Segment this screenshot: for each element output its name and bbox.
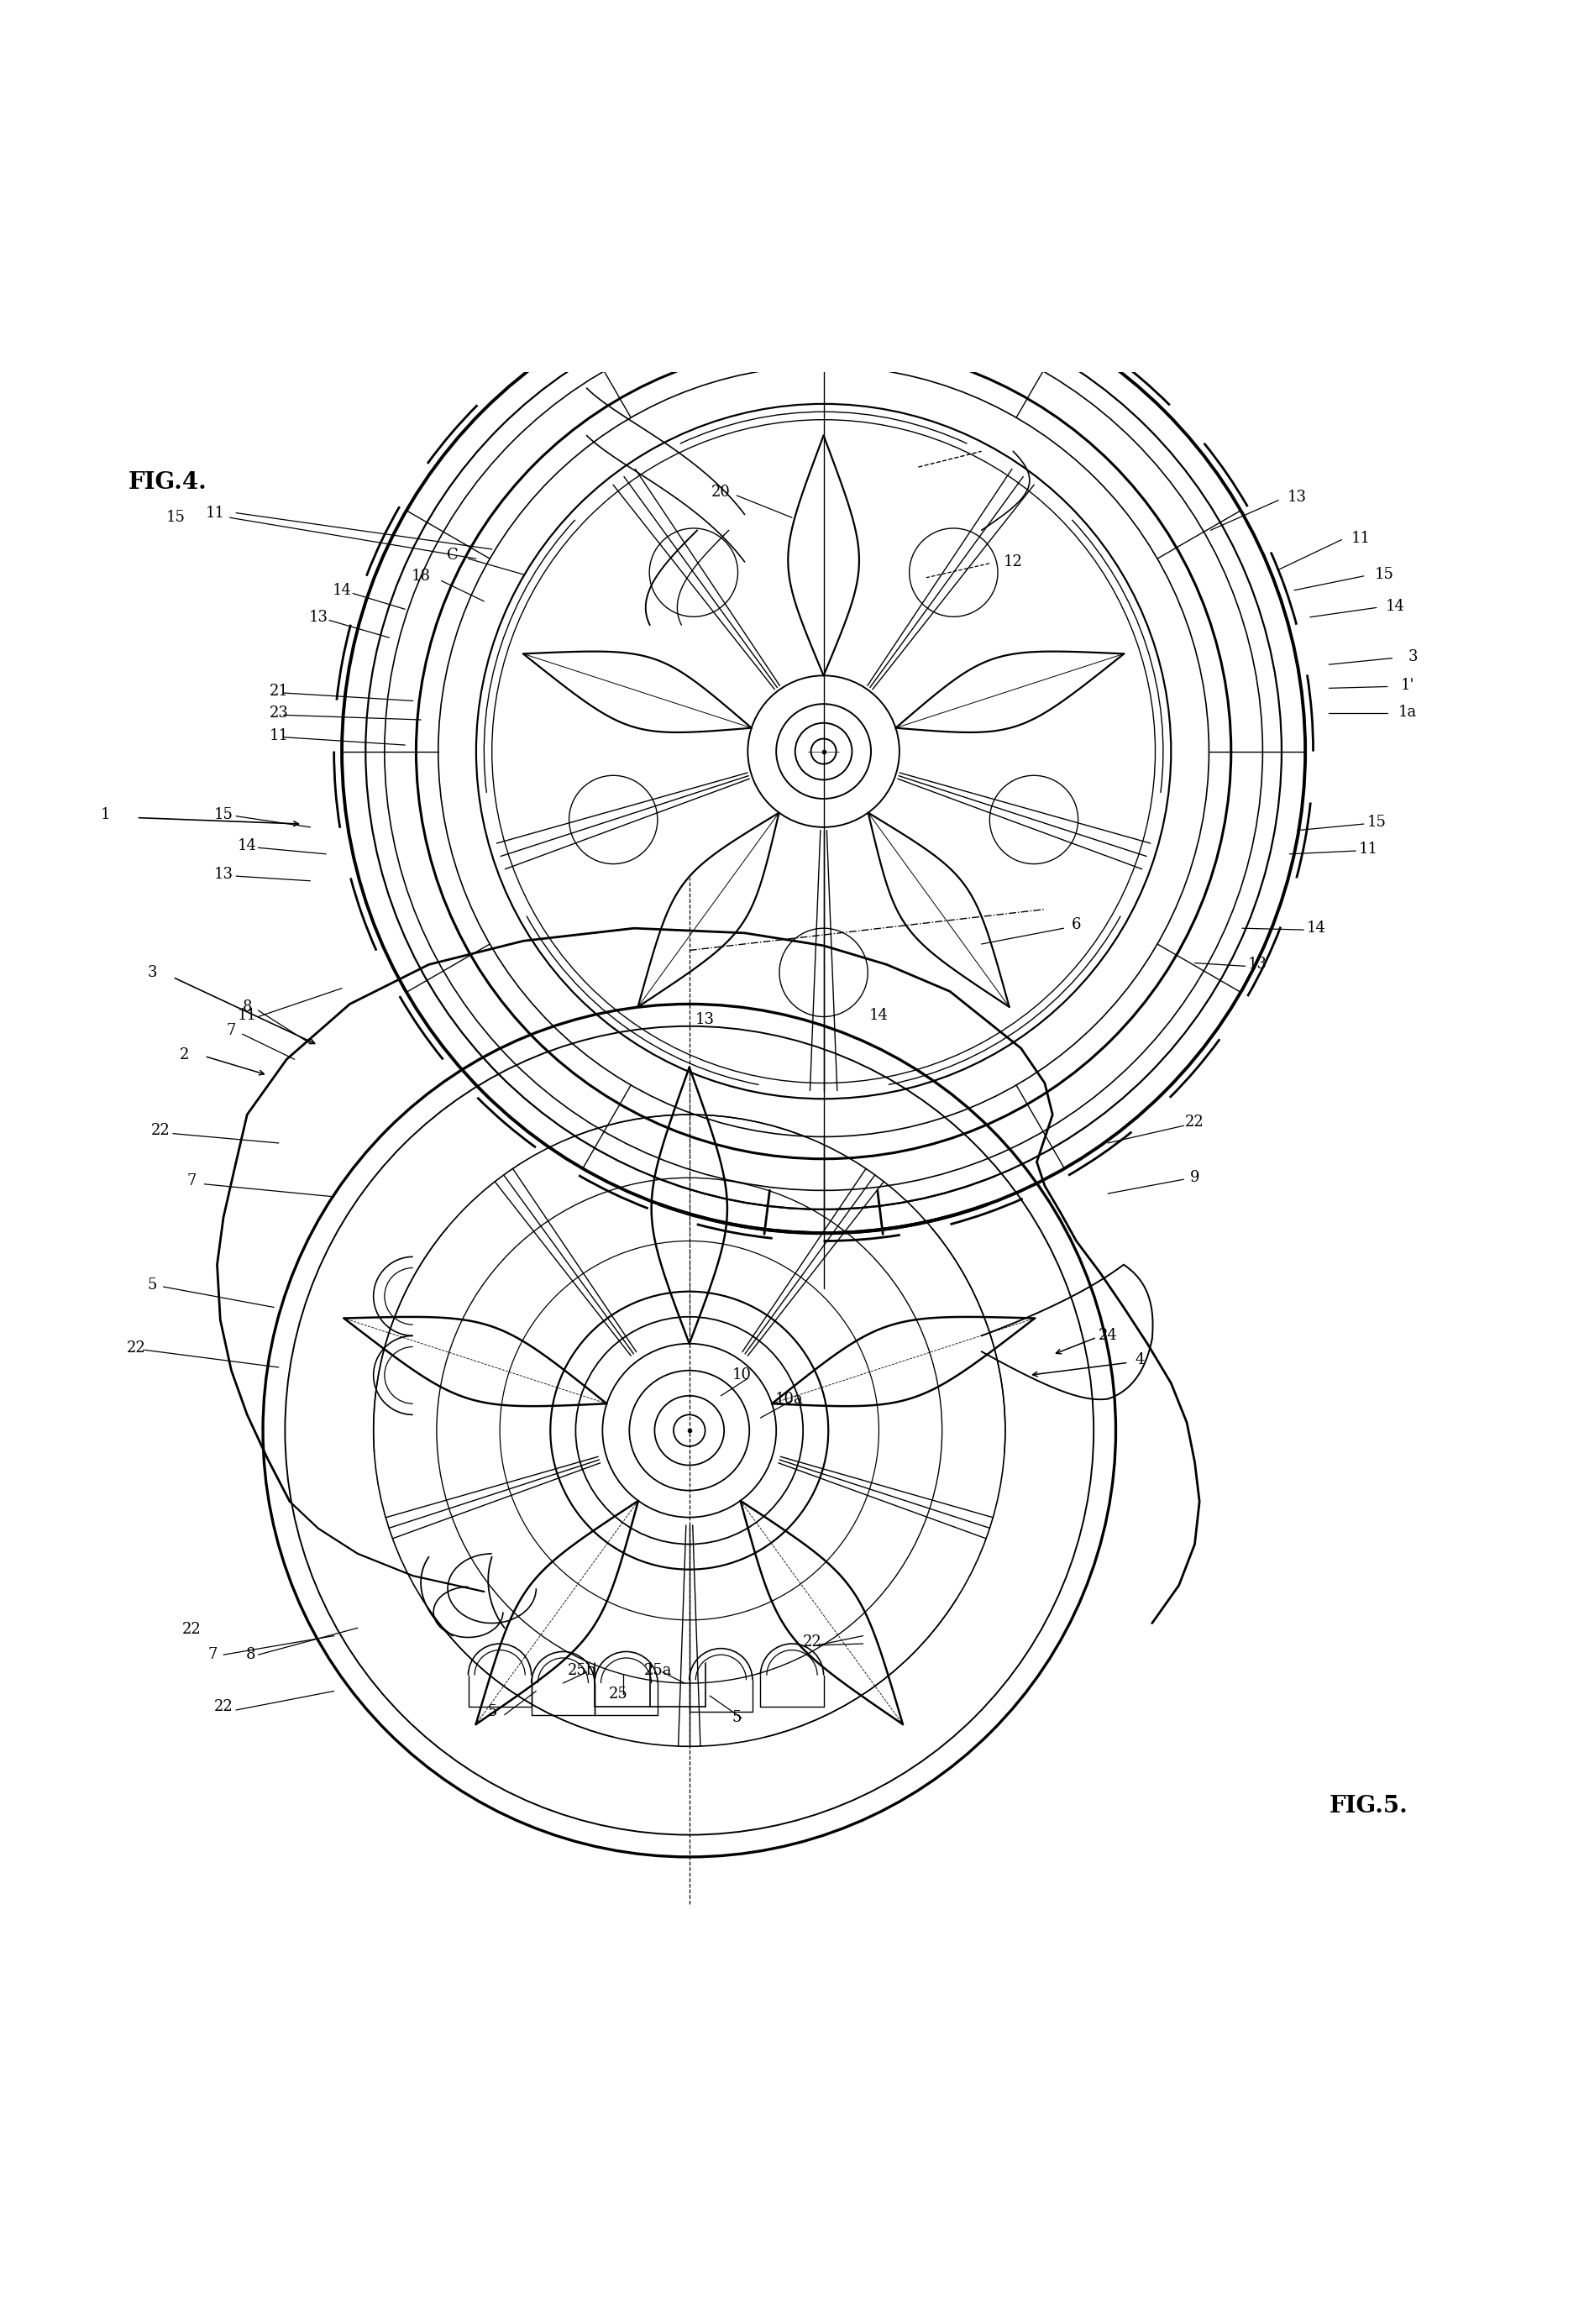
Text: 22: 22 xyxy=(127,1341,146,1355)
Text: 14: 14 xyxy=(1386,600,1405,614)
Text: 11: 11 xyxy=(238,1009,257,1023)
Text: 1a: 1a xyxy=(1399,704,1418,720)
Text: 10: 10 xyxy=(732,1367,751,1383)
Text: 11: 11 xyxy=(1351,530,1370,546)
Text: 7: 7 xyxy=(187,1174,196,1188)
Text: 22: 22 xyxy=(1185,1116,1204,1129)
Text: 18: 18 xyxy=(412,569,431,583)
Text: 21: 21 xyxy=(269,683,288,700)
Text: 8: 8 xyxy=(242,999,252,1016)
Text: 6: 6 xyxy=(1071,918,1082,932)
Text: 13: 13 xyxy=(1288,490,1307,504)
Text: 15: 15 xyxy=(214,806,233,823)
Text: 12: 12 xyxy=(1004,555,1023,569)
Text: 22: 22 xyxy=(150,1122,169,1139)
Text: 4: 4 xyxy=(1134,1353,1144,1367)
Text: 14: 14 xyxy=(1307,920,1326,937)
Text: 2: 2 xyxy=(179,1048,188,1062)
Text: 1: 1 xyxy=(100,806,109,823)
Text: 7: 7 xyxy=(208,1648,217,1662)
Text: FIG.5.: FIG.5. xyxy=(1329,1794,1408,1817)
Text: 5: 5 xyxy=(147,1278,157,1292)
Text: 7: 7 xyxy=(227,1023,236,1039)
Text: 8: 8 xyxy=(246,1648,255,1662)
Text: 11: 11 xyxy=(269,727,288,744)
Text: 20: 20 xyxy=(711,486,730,500)
Text: 5: 5 xyxy=(488,1703,497,1720)
Text: 5: 5 xyxy=(732,1710,741,1724)
Text: 13: 13 xyxy=(214,867,233,883)
Text: 11: 11 xyxy=(206,504,225,521)
Text: 24: 24 xyxy=(1098,1329,1117,1343)
Text: 14: 14 xyxy=(333,583,352,597)
Text: 13: 13 xyxy=(309,609,328,625)
Text: 3: 3 xyxy=(147,964,157,981)
Text: 22: 22 xyxy=(182,1622,201,1636)
Text: 13: 13 xyxy=(1248,957,1267,971)
Text: C: C xyxy=(447,548,458,562)
Text: 25a: 25a xyxy=(643,1664,672,1678)
Text: 23: 23 xyxy=(269,706,288,720)
Text: 22: 22 xyxy=(214,1699,233,1715)
Text: 15: 15 xyxy=(1375,567,1394,581)
Text: 14: 14 xyxy=(238,839,257,853)
Text: 3: 3 xyxy=(1408,648,1418,665)
Text: 10a: 10a xyxy=(775,1392,803,1406)
Text: 1': 1' xyxy=(1402,679,1415,693)
Text: 22: 22 xyxy=(803,1634,822,1650)
Text: 15: 15 xyxy=(166,509,185,525)
Text: 25b: 25b xyxy=(567,1664,596,1678)
Text: 15: 15 xyxy=(1367,816,1386,830)
Text: 25: 25 xyxy=(608,1687,627,1701)
Text: 9: 9 xyxy=(1190,1171,1199,1185)
Text: 11: 11 xyxy=(1359,841,1378,858)
Text: FIG.4.: FIG.4. xyxy=(128,472,208,495)
Text: 14: 14 xyxy=(870,1009,889,1023)
Text: 13: 13 xyxy=(695,1013,714,1027)
